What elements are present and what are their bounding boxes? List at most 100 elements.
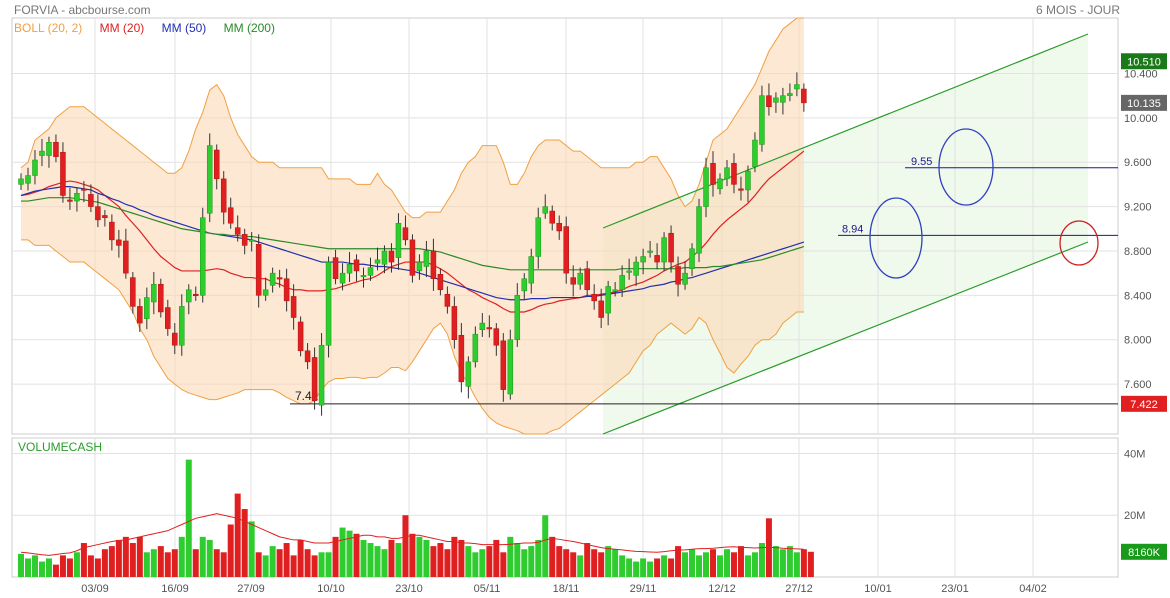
volume-bar: [59, 555, 66, 577]
volume-bar: [451, 536, 458, 577]
volume-bar: [423, 539, 430, 577]
volume-bar: [199, 536, 206, 577]
volume-bar: [290, 555, 297, 577]
volume-average-line: [20, 513, 804, 556]
candle-body: [109, 221, 115, 241]
candle-body: [486, 327, 493, 330]
candle-body: [388, 250, 395, 263]
candle-body: [95, 206, 101, 221]
candle-body: [46, 141, 52, 156]
candle-body: [18, 178, 24, 185]
volume-bar: [486, 546, 493, 577]
candle-body: [234, 227, 241, 235]
volume-bar: [108, 546, 115, 577]
candle-body: [255, 244, 262, 296]
candle-body: [213, 149, 220, 180]
volume-bar: [192, 549, 199, 577]
volume-bar: [514, 543, 521, 577]
candle-body: [591, 293, 597, 302]
volume-bar: [779, 549, 786, 577]
volume-bar: [563, 549, 570, 577]
candle-body: [367, 267, 374, 276]
legend-mm20: MM (20): [99, 21, 145, 35]
candle-body: [74, 193, 80, 202]
volume-bar: [619, 555, 626, 577]
volume-bar: [409, 533, 416, 577]
candle-body: [269, 272, 276, 286]
candle-body: [472, 333, 479, 363]
candle-body: [668, 232, 674, 263]
volume-bar: [675, 546, 682, 577]
volume-bar: [668, 558, 675, 577]
candle-body: [780, 95, 786, 103]
volume-bar: [248, 521, 255, 577]
volume-bar: [542, 515, 549, 577]
volume-bar: [31, 555, 38, 577]
candle-body: [619, 275, 625, 291]
volume-tag-label: 8160K: [1128, 547, 1160, 559]
x-tick-label: 03/09: [81, 583, 109, 595]
candle-body: [444, 293, 451, 307]
bollinger-upper-line: [20, 17, 804, 219]
volume-bar: [730, 552, 737, 577]
volume-bar: [577, 555, 584, 577]
candle-body: [199, 217, 206, 296]
annotation-ellipse: [938, 128, 994, 206]
volume-bar: [80, 543, 87, 577]
volume-bar: [758, 543, 765, 577]
candle-body: [276, 277, 283, 280]
price-tag: [1121, 94, 1167, 111]
volume-bar: [703, 552, 710, 577]
candle-body: [172, 332, 178, 346]
candle-body: [360, 275, 367, 278]
candle-body: [116, 239, 122, 246]
candle-body: [144, 297, 150, 319]
volume-bar: [500, 552, 507, 577]
candle-body: [703, 167, 709, 207]
candle-body: [598, 300, 604, 318]
candle-body: [227, 207, 234, 224]
candle-body: [248, 239, 255, 242]
candle-body: [549, 210, 555, 224]
volume-bar: [381, 549, 388, 577]
price-tick-label: 10.000: [1124, 113, 1158, 125]
candle-body: [738, 188, 744, 191]
x-tick-label: 10/01: [864, 583, 892, 595]
volume-tag: [1121, 543, 1167, 560]
candle-body: [654, 255, 660, 263]
volume-bar: [493, 539, 500, 577]
volume-bar: [38, 561, 45, 577]
volume-bar: [549, 536, 556, 577]
candle-body: [535, 217, 542, 257]
candle-body: [640, 256, 646, 263]
candle-body: [381, 250, 388, 265]
volume-bar: [402, 515, 409, 577]
volume-bar: [786, 546, 793, 577]
volume-bar: [367, 543, 374, 577]
candle-body: [787, 93, 793, 96]
volume-bar: [171, 549, 178, 577]
candle-body: [731, 163, 737, 185]
x-tick-label: 18/11: [553, 583, 580, 595]
trend-channel-lower: [602, 241, 1089, 435]
volume-bar: [66, 558, 73, 577]
candle-body: [521, 278, 528, 292]
price-tick-label: 10.400: [1124, 68, 1158, 80]
candle-body: [339, 272, 346, 284]
candle-body: [661, 237, 667, 263]
volume-bar: [94, 558, 101, 577]
volume-bar: [388, 539, 395, 577]
candle-body: [67, 199, 73, 202]
volume-bar: [430, 546, 437, 577]
volume-tick-label: 40M: [1124, 448, 1145, 460]
candle-body: [262, 289, 269, 296]
x-tick-label: 05/11: [474, 583, 501, 595]
volume-bar: [633, 561, 640, 577]
candle-body: [402, 227, 409, 241]
candle-body: [283, 278, 290, 302]
price-tag-label: 10.510: [1127, 56, 1161, 68]
volume-bar: [807, 551, 814, 577]
volume-bar: [772, 546, 779, 577]
candle-body: [612, 289, 618, 292]
